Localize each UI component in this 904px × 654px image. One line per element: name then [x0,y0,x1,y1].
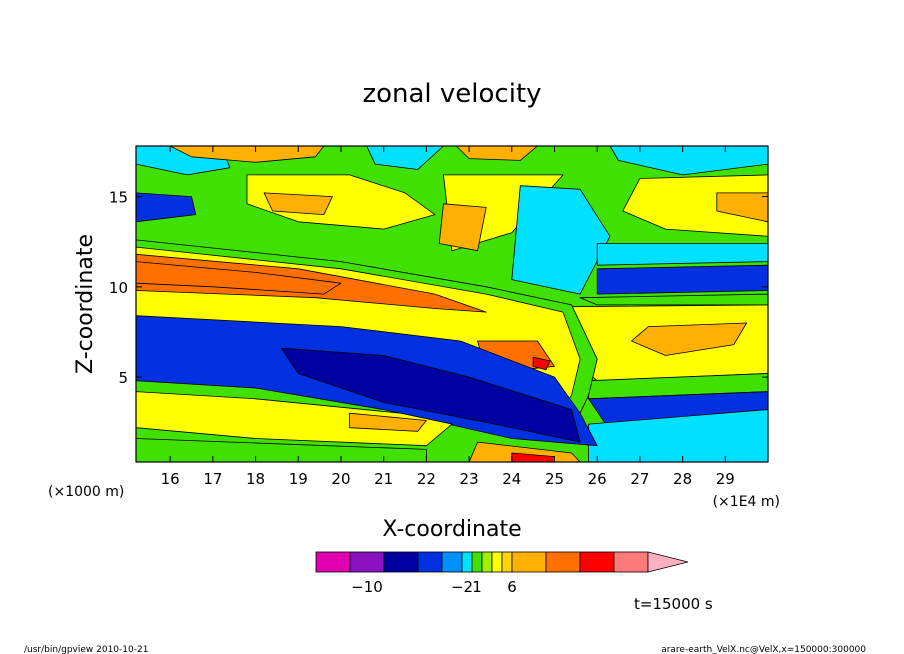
x-tick-label-16: 16 [161,470,180,488]
contour-band-cyan-top-mid [366,146,444,170]
colorbar-segment-10 [511,551,547,573]
y-tick-label-10: 10 [109,279,128,297]
colorbar-segment-2 [383,551,419,573]
colorbar-segment-11 [545,551,581,573]
x-axis-units-right: (×1E4 m) [713,494,780,510]
contour-band-navy-jet-core [280,347,581,443]
x-tick-label-17: 17 [203,470,222,488]
contour-band-blue-right-deep [588,391,768,425]
x-tick-label-24: 24 [502,470,521,488]
x-tick-label-18: 18 [246,470,265,488]
contour-band-cyan-right-mid [596,243,768,266]
x-tick-label-23: 23 [460,470,479,488]
x-tick-label-28: 28 [673,470,692,488]
x-tick-label-20: 20 [331,470,350,488]
contour-band-yellow-right-upper [622,174,768,237]
contour-band-orange-top-left [169,146,325,163]
x-tick-label-27: 27 [630,470,649,488]
footer-left: /usr/bin/gpview 2010-10-21 [24,645,148,654]
colorbar-segment-8 [491,551,503,573]
x-tick-label-29: 29 [716,470,735,488]
contour-band-orange-top-mid [455,146,538,161]
contour-band-green-right-lower [579,293,768,306]
y-axis-ticks: 5 10 15 [109,189,768,387]
colorbar-segment-0 [315,551,351,573]
x-tick-label-22: 22 [417,470,436,488]
contour-band-orange-lower-left [349,412,427,432]
colorbar-segment-6 [471,551,483,573]
contour-band-orange-jet-core [136,261,342,295]
colorbar-segment-4 [441,551,463,573]
contour-band-orange-upper-left [263,192,333,216]
contour-bands [136,146,768,462]
x-axis-label: X-coordinate [382,517,521,542]
colorbar: −10 −2 1 6 [315,551,689,596]
contour-band-blue-left-upper [136,192,197,223]
colorbar-segment-9 [501,551,513,573]
colorbar-label-1: −2 [451,578,473,596]
x-tick-label-19: 19 [289,470,308,488]
x-tick-label-21: 21 [374,470,393,488]
x-axis-ticks: 16 17 18 19 20 21 22 23 24 25 26 27 28 29 [161,146,735,488]
plot-area: 16 17 18 19 20 21 22 23 24 25 26 27 28 29 5 10 15 [109,145,769,488]
colorbar-segment-7 [481,551,493,573]
colorbar-arrow [647,551,689,573]
colorbar-segment-5 [461,551,473,573]
y-tick-label-5: 5 [118,369,128,387]
colorbar-label-2: 1 [472,578,482,596]
time-label: t=15000 s [634,595,713,613]
contour-band-green-bottom-left [136,438,427,462]
chart-title: zonal velocity [362,79,541,109]
x-axis-units-left: (×1000 m) [48,484,124,500]
contour-band-red-right-blob [532,356,551,371]
x-tick-label-25: 25 [545,470,564,488]
footer-right: arare-earth_VelX.nc@VelX,x=150000:300000 [661,645,866,654]
plot-frame [135,145,769,463]
contour-band-yellow-upper-arc [246,174,436,230]
colorbar-segment-13 [613,551,649,573]
colorbar-label-0: −10 [351,578,383,596]
contour-band-cyan-top-right [609,146,768,176]
y-axis-label: Z-coordinate [73,234,98,374]
colorbar-segment-1 [349,551,385,573]
contour-band-yellow-lower-left [136,391,453,447]
contour-band-orange-right-lower [631,322,747,356]
y-tick-label-15: 15 [109,189,128,207]
colorbar-segment-12 [579,551,615,573]
contour-band-cyan-right-bottom [588,409,768,462]
contour-band-cyan-mid-right [511,185,611,295]
colorbar-segment-3 [417,551,443,573]
contour-band-orange-upper-mid [438,203,487,252]
contour-band-orange-right-upper [716,192,768,223]
colorbar-label-3: 6 [507,578,517,596]
x-tick-label-26: 26 [588,470,607,488]
contour-band-blue-right-mid [596,264,768,295]
